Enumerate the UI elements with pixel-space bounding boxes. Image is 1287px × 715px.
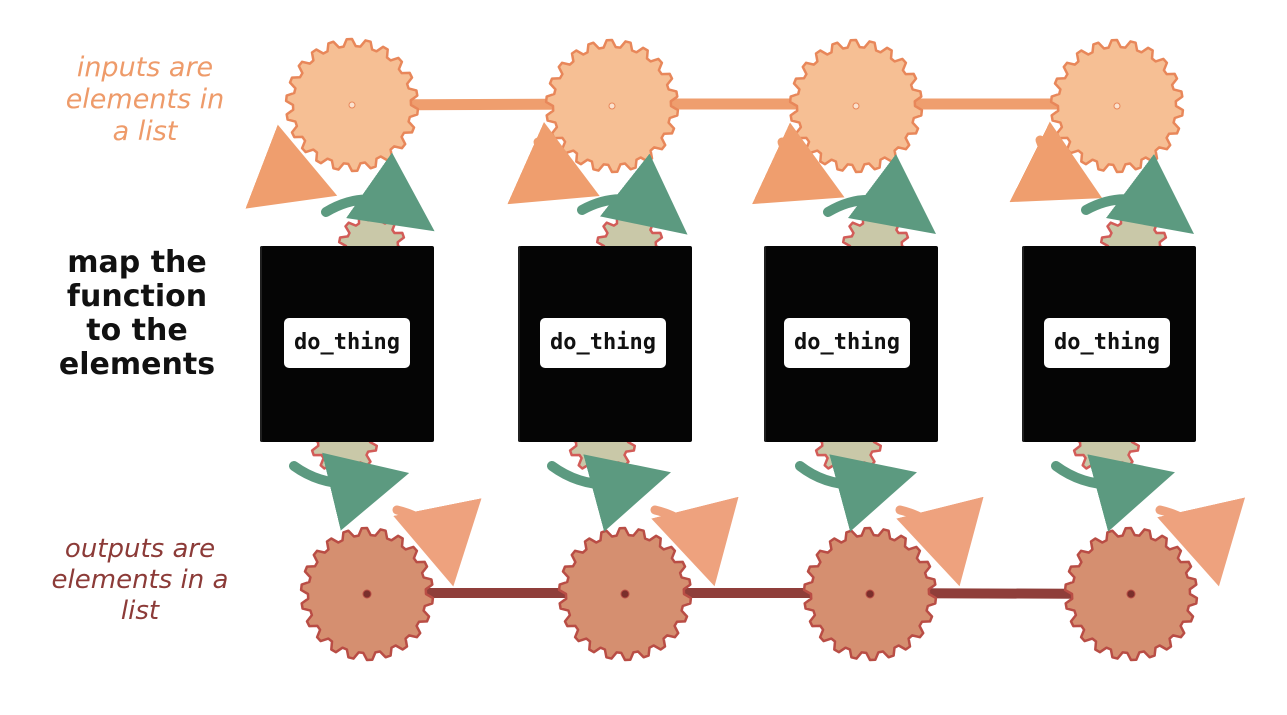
map-label-line: elements (58, 347, 216, 382)
output-gear-hub (1126, 589, 1136, 599)
outputs-label-line: elements in a (51, 565, 229, 595)
outputs-label-line: list (120, 596, 160, 626)
function-label: do_thing (540, 318, 666, 368)
map-label-line: function (66, 279, 208, 314)
rotation-arrow (795, 454, 917, 532)
rotation-arrow (1051, 454, 1175, 532)
input-flow-arrow (752, 122, 845, 205)
function-box: do_thing (260, 246, 434, 442)
inputs-label-line: a list (112, 116, 178, 147)
input-gear-hub (608, 102, 616, 110)
input-flow-arrow (1009, 121, 1103, 203)
rotation-arrow (1081, 154, 1195, 234)
function-box: do_thing (518, 246, 692, 442)
output-gear-hub (865, 589, 875, 599)
bottom-rotation-arrows (289, 452, 1175, 532)
inputs-label-line: inputs are (76, 52, 214, 83)
input-flow-arrow (245, 124, 338, 209)
input-flow-arrows (245, 121, 1103, 209)
rotation-arrow (321, 152, 435, 232)
outputs-label: outputs are elements in a list (35, 534, 245, 627)
map-function-label: map the function to the elements (42, 246, 232, 382)
input-gear-hub (852, 102, 860, 110)
function-box: do_thing (764, 246, 938, 442)
output-list-chain (363, 588, 1135, 599)
input-gear-hub (1113, 102, 1121, 110)
input-gear-hub (348, 101, 356, 109)
inner-gears-bottom (309, 407, 1141, 477)
input-list-chain (344, 98, 1121, 111)
map-label-line: map the (67, 245, 207, 280)
function-box: do_thing (1022, 246, 1196, 442)
rotation-arrow (547, 454, 671, 532)
output-gear-hub (362, 589, 372, 599)
output-gear-hub (620, 589, 630, 599)
map-label-line: to the (86, 313, 188, 348)
function-label: do_thing (284, 318, 410, 368)
rotation-arrow (289, 452, 410, 531)
inputs-label-line: elements in (65, 84, 225, 115)
top-rotation-arrows (321, 152, 1195, 235)
inputs-label: inputs are elements in a list (45, 52, 245, 148)
rotation-arrow (577, 153, 688, 235)
function-label: do_thing (1044, 318, 1170, 368)
function-label: do_thing (784, 318, 910, 368)
rotation-arrow (823, 154, 937, 234)
outputs-label-line: outputs are (64, 534, 216, 564)
input-flow-arrow (507, 121, 600, 205)
